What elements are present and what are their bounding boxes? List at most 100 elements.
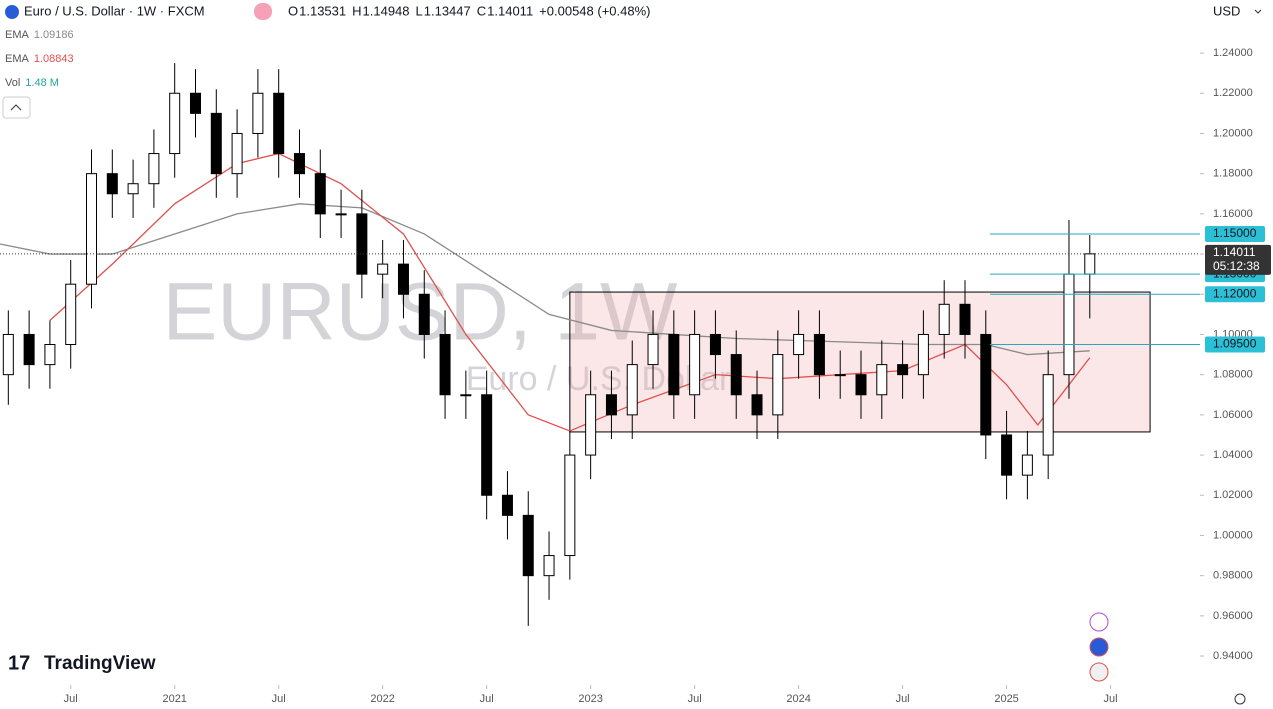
x-tick-label: Jul [1104,693,1118,705]
candle-body [689,333,701,396]
currency[interactable]: USD [1213,3,1240,18]
candle-body [626,364,638,416]
x-tick-label: 2022 [370,693,394,705]
ohlc-key: O [288,3,298,18]
candle-body [460,394,472,397]
level-label: 1.15000 [1213,226,1257,240]
last-price: 1.14011 [1213,245,1256,259]
candle-body [522,514,534,577]
candle-body [876,364,888,396]
level-label: 1.09500 [1213,337,1257,351]
ohlc-value: 1.13447 [424,3,471,18]
settings-icon[interactable] [1234,693,1246,705]
y-tick-label: 0.98000 [1213,570,1253,582]
candle-body [1001,434,1013,476]
last-price-tag [1205,244,1271,275]
candle-body [564,454,576,557]
candle-body [647,333,659,366]
candle-body [709,333,721,356]
candle-body [813,333,825,376]
candle-body [959,303,971,335]
icon-flash[interactable] [1089,612,1109,632]
legend-name: EMA [5,53,30,65]
y-tick-label: 1.02000 [1213,489,1253,501]
candle-body [44,344,56,366]
level-tag [1205,286,1265,303]
candle-body [543,555,555,577]
candle-body [106,173,118,195]
ohlc-value: 1.14011 [487,3,533,18]
badge[interactable] [254,3,272,20]
volume-value: 1.48 M [25,77,59,89]
icon-eu[interactable] [1089,637,1109,657]
candle-body [980,333,992,436]
candle-body [834,374,846,377]
x-tick-label: Jul [64,693,78,705]
candle-body [439,333,451,396]
collapse-icon [10,104,22,111]
candle-body [917,333,929,376]
candle-body [314,173,326,215]
x-tick-label: Jul [480,693,494,705]
ema-line [49,152,1091,432]
y-tick-label: 1.20000 [1213,127,1253,139]
candle-body [273,92,285,155]
price-axis [1200,0,1273,709]
level-tag [1205,336,1265,353]
y-tick-label: 1.18000 [1213,168,1253,180]
candle-body [189,92,201,114]
candle-body [855,374,867,396]
candle-body [481,394,493,496]
candle-body [938,303,950,335]
header-bg [0,0,1273,22]
ohlc-value: 1.14948 [363,3,410,18]
candle-body [65,283,77,346]
candle-body [793,333,805,356]
candle-body [1084,253,1096,275]
legend-value: 1.08843 [34,53,74,65]
x-tick-label: Jul [272,693,286,705]
dropdown-arrow [1254,9,1262,14]
volume-name: Vol [5,77,20,89]
candle-body [127,183,139,195]
candle-body [418,293,430,335]
candle-body [772,354,784,416]
candle-body [210,112,222,175]
candle-body [293,153,305,175]
candle-body [397,263,409,295]
candle-body [1042,374,1054,456]
candle-body [501,494,513,516]
brand-mark: 17 [8,652,30,674]
ohlc-key: L [416,3,423,18]
candle-body [356,213,368,275]
candle-body [231,132,243,175]
legend-value: 1.09186 [34,29,74,41]
symbol-icon [5,5,19,19]
collapse-button[interactable] [2,96,31,119]
icon-us[interactable] [1089,662,1109,682]
candle-body [86,173,98,285]
level-tag [1205,225,1265,242]
candle-body [751,394,763,416]
candle-body [169,92,181,155]
y-tick-label: 1.24000 [1213,47,1253,59]
candle-body [585,394,597,456]
candle-body [23,333,35,366]
y-tick-label: 1.04000 [1213,449,1253,461]
y-tick-label: 1.16000 [1213,208,1253,220]
countdown: 05:12:38 [1213,259,1260,273]
candle-body [730,354,742,396]
y-tick-label: 0.94000 [1213,650,1253,662]
candle-body [148,153,160,185]
symbol-name[interactable]: Euro / U.S. Dollar · 1W · FXCM [24,3,205,18]
ohlc-value: 1.13531 [299,3,346,18]
y-tick-label: 1.00000 [1213,529,1253,541]
y-tick-label: 1.22000 [1213,87,1253,99]
x-tick-label: Jul [688,693,702,705]
ohlc-key: C [477,3,486,18]
candle-body [605,394,617,416]
x-tick-label: 2024 [786,693,810,705]
change: +0.00548 (+0.48%) [539,3,650,18]
